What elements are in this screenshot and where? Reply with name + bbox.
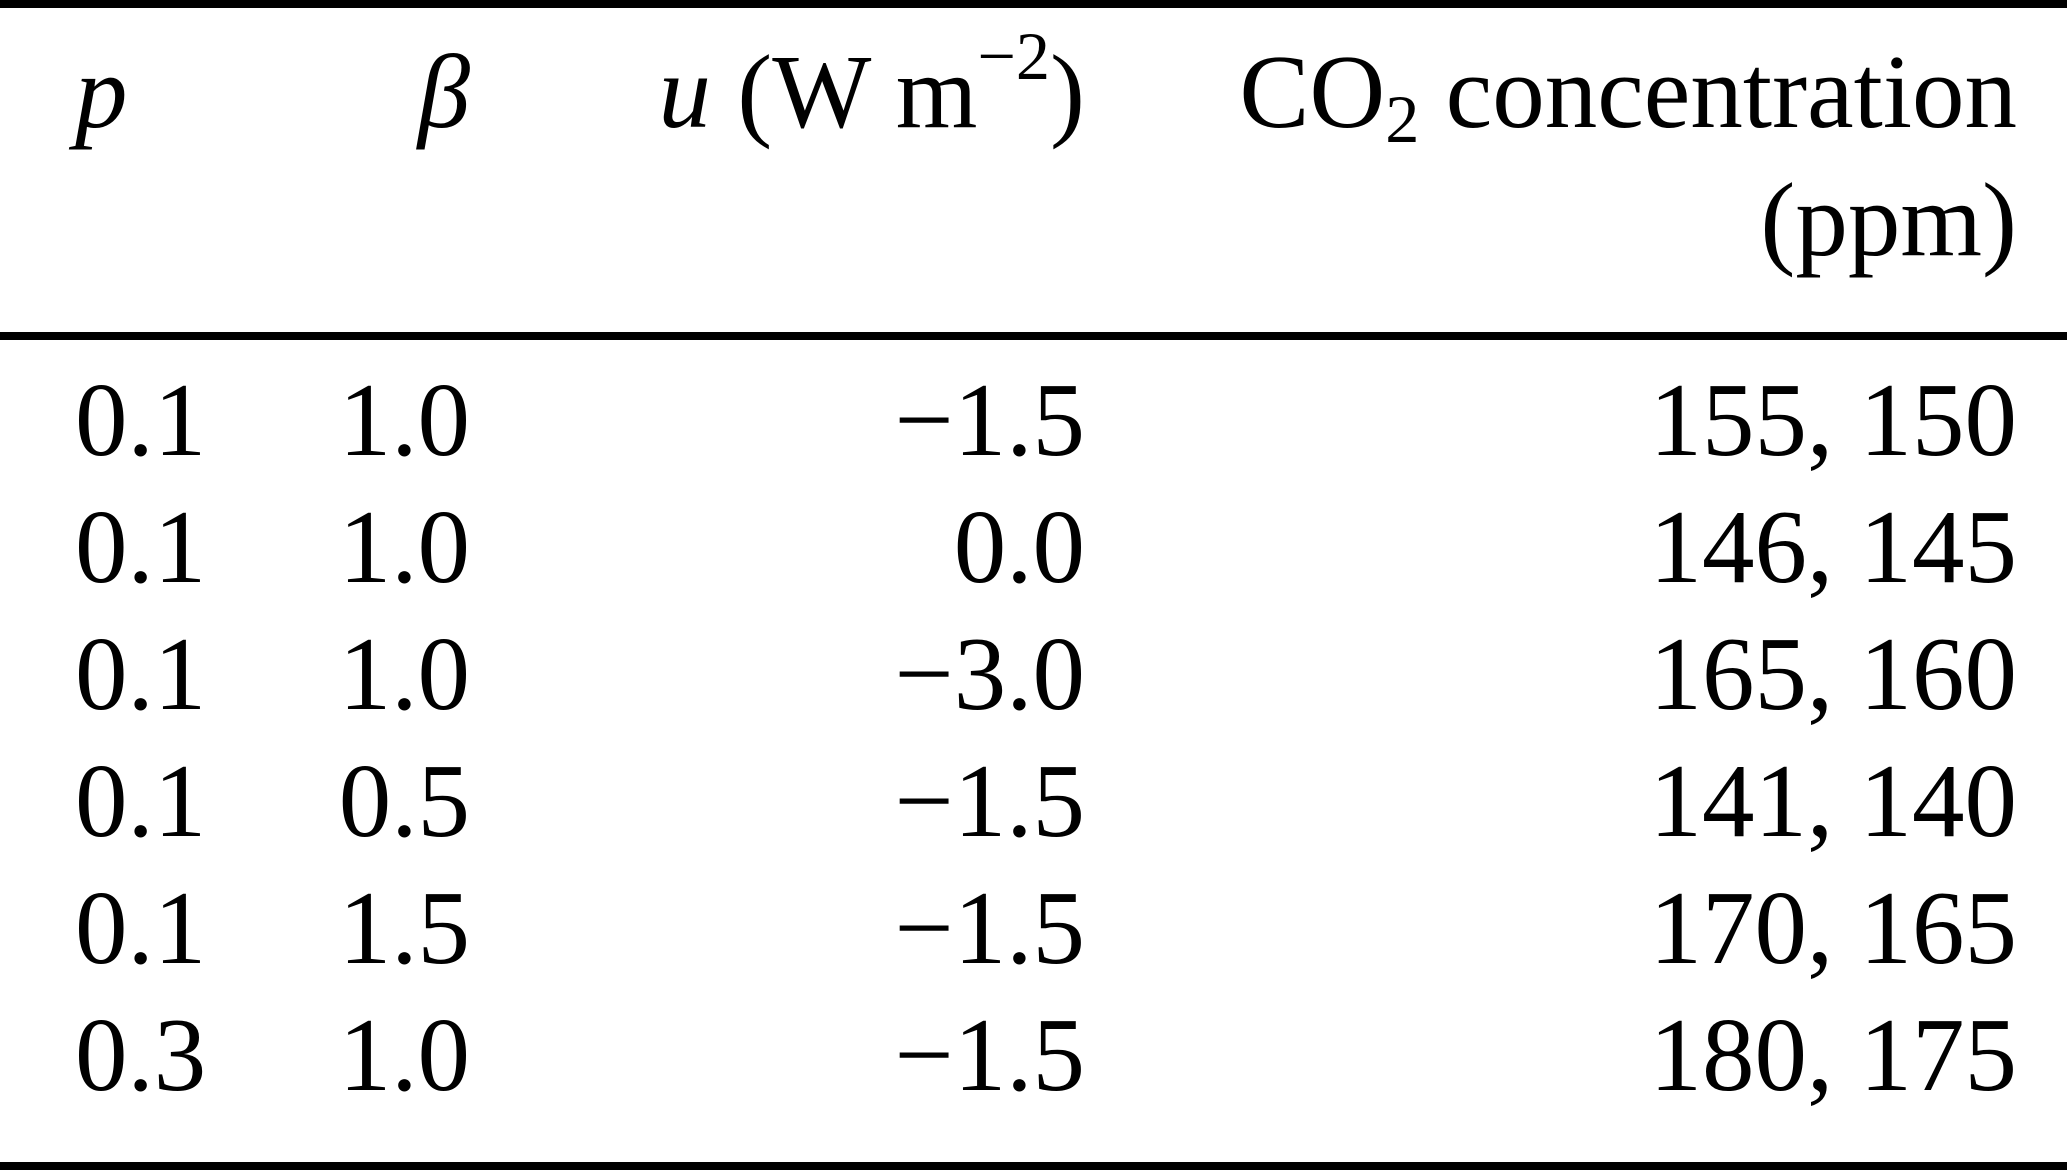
p-symbol: p [75, 33, 128, 150]
co2-unit-line: (ppm) [1085, 162, 2017, 278]
u-unit-close: ) [1050, 33, 1085, 150]
table-row: 0.3 1.0 −1.5 180, 175 [0, 991, 2067, 1118]
cell-p: 0.1 [75, 356, 275, 483]
cell-beta: 0.5 [275, 737, 470, 864]
cell-u: −1.5 [470, 991, 1085, 1118]
col-header-beta: β [275, 34, 470, 332]
mid-rule [0, 332, 2067, 340]
cell-co2: 146, 145 [1085, 483, 2017, 610]
cell-u: −3.0 [470, 610, 1085, 737]
table-row: 0.1 1.0 0.0 146, 145 [0, 483, 2067, 610]
bottom-rule [0, 1162, 2067, 1170]
cell-beta: 1.0 [275, 610, 470, 737]
cell-co2: 141, 140 [1085, 737, 2017, 864]
cell-u: −1.5 [470, 356, 1085, 483]
cell-p: 0.1 [75, 737, 275, 864]
top-rule [0, 0, 2067, 8]
cell-co2: 155, 150 [1085, 356, 2017, 483]
cell-co2: 170, 165 [1085, 864, 2017, 991]
cell-p: 0.3 [75, 991, 275, 1118]
u-symbol: u [659, 33, 712, 150]
table-row: 0.1 1.0 −1.5 155, 150 [0, 356, 2067, 483]
cell-beta: 1.5 [275, 864, 470, 991]
cell-p: 0.1 [75, 483, 275, 610]
co2-rest: concentration [1419, 33, 2017, 150]
co2-subscript: 2 [1385, 81, 1419, 157]
col-header-p: p [75, 34, 275, 332]
u-unit-open: (W m [711, 33, 977, 150]
co2-prefix: CO [1239, 33, 1385, 150]
beta-symbol: β [418, 33, 470, 150]
table-body: 0.1 1.0 −1.5 155, 150 0.1 1.0 0.0 146, 1… [0, 340, 2067, 1162]
paper-table: p β u (W m−2) CO2 concentration (ppm) 0.1… [0, 0, 2067, 1170]
cell-u: 0.0 [470, 483, 1085, 610]
col-header-co2: CO2 concentration (ppm) [1085, 34, 2017, 332]
col-header-u: u (W m−2) [470, 34, 1085, 332]
table-header-row: p β u (W m−2) CO2 concentration (ppm) [0, 8, 2067, 332]
cell-p: 0.1 [75, 864, 275, 991]
u-unit-exponent: −2 [977, 18, 1050, 94]
cell-beta: 1.0 [275, 991, 470, 1118]
table-row: 0.1 1.5 −1.5 170, 165 [0, 864, 2067, 991]
cell-u: −1.5 [470, 737, 1085, 864]
cell-beta: 1.0 [275, 356, 470, 483]
cell-co2: 180, 175 [1085, 991, 2017, 1118]
cell-beta: 1.0 [275, 483, 470, 610]
cell-co2: 165, 160 [1085, 610, 2017, 737]
cell-p: 0.1 [75, 610, 275, 737]
table-row: 0.1 0.5 −1.5 141, 140 [0, 737, 2067, 864]
table-row: 0.1 1.0 −3.0 165, 160 [0, 610, 2067, 737]
cell-u: −1.5 [470, 864, 1085, 991]
